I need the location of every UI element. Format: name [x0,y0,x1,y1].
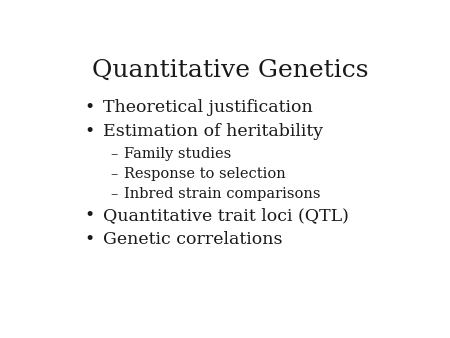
Text: Estimation of heritability: Estimation of heritability [104,123,324,140]
Text: –: – [110,167,118,181]
Text: Family studies: Family studies [124,147,231,161]
Text: Quantitative Genetics: Quantitative Genetics [92,59,369,82]
Text: Response to selection: Response to selection [124,167,286,181]
Text: •: • [84,231,94,248]
Text: Inbred strain comparisons: Inbred strain comparisons [124,187,321,201]
Text: –: – [110,147,118,161]
Text: Genetic correlations: Genetic correlations [104,231,283,248]
Text: •: • [84,123,94,140]
Text: Theoretical justification: Theoretical justification [104,99,313,116]
Text: •: • [84,99,94,116]
Text: Quantitative trait loci (QTL): Quantitative trait loci (QTL) [104,207,349,224]
Text: •: • [84,207,94,224]
Text: –: – [110,187,118,201]
